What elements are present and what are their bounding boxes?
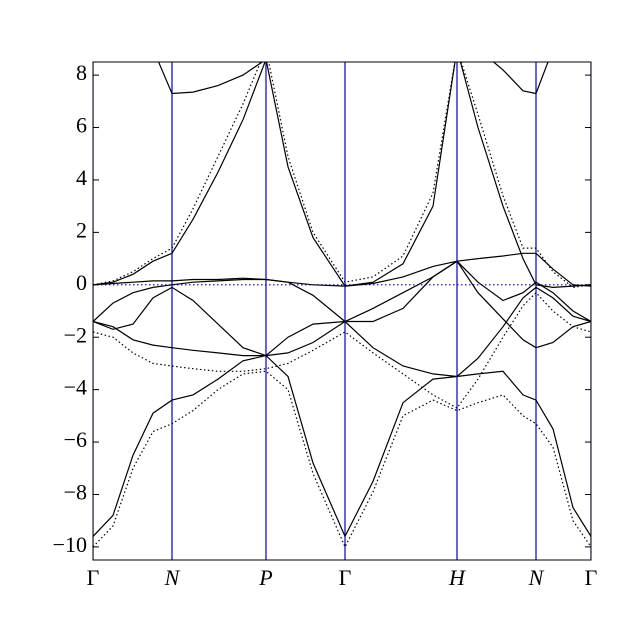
y-tick-label: 6 (76, 113, 87, 138)
x-tick-label: Γ (87, 565, 100, 590)
band-line (93, 260, 591, 323)
y-tick-label: 2 (76, 217, 87, 242)
x-tick-label: Γ (339, 565, 352, 590)
y-tick-label: −4 (64, 375, 87, 400)
band-line (93, 62, 591, 289)
x-tick-label: N (528, 565, 545, 590)
y-tick-label: 0 (76, 270, 87, 295)
y-tick-label: −8 (64, 480, 87, 505)
y-tick-label: −6 (64, 427, 87, 452)
band-line (93, 62, 591, 289)
y-tick-label: −10 (53, 532, 87, 557)
plot-frame (92, 61, 592, 561)
x-tick-label: H (448, 565, 466, 590)
y-tick-label: 8 (76, 60, 87, 85)
y-tick-label: 4 (76, 165, 87, 190)
y-tick-label: −2 (64, 322, 87, 347)
plot-area (93, 62, 591, 560)
x-tick-label: P (258, 565, 272, 590)
band-line (93, 370, 591, 549)
x-tick-label: N (164, 565, 181, 590)
x-tick-label: Γ (585, 565, 598, 590)
band-line (93, 291, 591, 409)
band-line (93, 354, 591, 538)
band-line (157, 62, 549, 95)
